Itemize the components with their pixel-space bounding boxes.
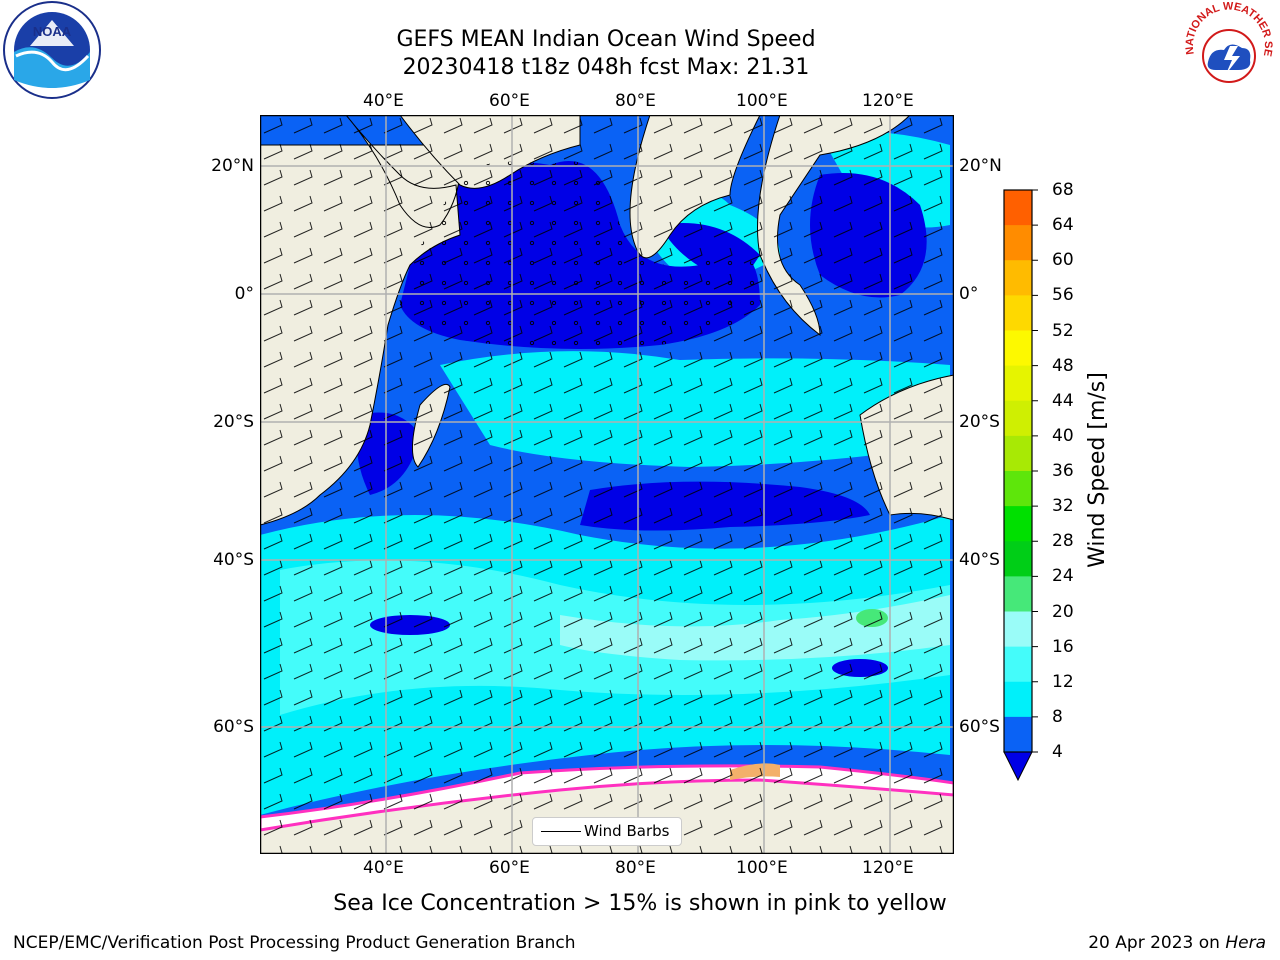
colorbar-tick-label: 16 xyxy=(1052,636,1074,657)
lat-label-right-20n: 20°N xyxy=(959,156,1002,176)
colorbar-segment xyxy=(1004,576,1032,612)
colorbar-segment xyxy=(1004,716,1032,753)
colorbar-tick-label: 60 xyxy=(1052,250,1074,271)
lon-label-bottom-40e: 40°E xyxy=(363,858,404,878)
colorbar-segment xyxy=(1004,435,1032,472)
footer-branch: NCEP/EMC/Verification Post Processing Pr… xyxy=(13,933,576,953)
lat-label-right-0: 0° xyxy=(959,284,979,304)
sea-ice-caption: Sea Ice Concentration > 15% is shown in … xyxy=(333,891,947,916)
lat-label-left-0: 0° xyxy=(234,284,254,304)
colorbar-segment xyxy=(1004,646,1032,683)
lat-label-left-20s: 20°S xyxy=(213,412,254,432)
colorbar-segment xyxy=(1004,225,1032,261)
colorbar-tick-label: 20 xyxy=(1052,601,1074,622)
colorbar-tick-label: 28 xyxy=(1052,531,1074,552)
colorbar-tick-label: 52 xyxy=(1052,320,1074,341)
lon-label-bottom-120e: 120°E xyxy=(862,858,914,878)
colorbar-extend-triangle xyxy=(1003,751,1033,782)
lat-label-left-40s: 40°S xyxy=(213,550,254,570)
colorbar-tick-label: 48 xyxy=(1052,355,1074,376)
colorbar-segment xyxy=(1004,260,1032,296)
colorbar-segment xyxy=(1004,190,1032,226)
colorbar-segment xyxy=(1004,400,1032,437)
colorbar-tick-label: 64 xyxy=(1052,215,1074,236)
wind-speed-map xyxy=(260,115,954,854)
legend-line-swatch xyxy=(541,831,581,832)
lon-label-bottom-100e: 100°E xyxy=(736,858,788,878)
legend-label: Wind Barbs xyxy=(584,822,670,840)
colorbar-segment xyxy=(1004,611,1032,648)
lon-label-top-100e: 100°E xyxy=(736,91,788,111)
lat-label-left-60s: 60°S xyxy=(213,717,254,737)
colorbar-tick-label: 40 xyxy=(1052,425,1074,446)
colorbar-segment xyxy=(1004,681,1032,718)
colorbar-label: Wind Speed [m/s] xyxy=(1085,372,1110,568)
colorbar-tick-label: 8 xyxy=(1052,706,1063,727)
colorbar-tick-label: 36 xyxy=(1052,461,1074,481)
lat-label-right-60s: 60°S xyxy=(959,717,1000,737)
colorbar-tick-label: 56 xyxy=(1052,285,1074,306)
colorbar-segment xyxy=(1004,471,1032,507)
footer-date-text: 20 Apr 2023 on xyxy=(1088,933,1226,953)
lon-label-bottom-60e: 60°E xyxy=(489,858,530,878)
noaa-logo: NOAA xyxy=(3,1,101,99)
colorbar-segment xyxy=(1004,330,1032,367)
colorbar-tick-label: 24 xyxy=(1052,566,1074,587)
map-legend: Wind Barbs xyxy=(532,817,682,846)
colorbar-segment xyxy=(1004,295,1032,331)
colorbar-segment xyxy=(1004,365,1032,402)
colorbar-tick-label: 68 xyxy=(1052,180,1074,200)
map-title-line2: 20230418 t18z 048h fcst Max: 21.31 xyxy=(402,55,810,80)
graticule xyxy=(260,115,954,854)
colorbar-tick-label: 4 xyxy=(1052,742,1063,762)
lat-label-right-40s: 40°S xyxy=(959,550,1000,570)
colorbar-tick-label: 12 xyxy=(1052,671,1074,692)
lat-label-right-20s: 20°S xyxy=(959,412,1000,432)
lon-label-top-60e: 60°E xyxy=(489,91,530,111)
colorbar-tick-labels: 4 8 12 16 20 24 28 32 36 40 44 48 52 56 60 64 68 xyxy=(1040,0,1090,960)
colorbar-segment xyxy=(1004,506,1032,542)
colorbar-tick-label: 44 xyxy=(1052,390,1074,411)
nws-logo: NATIONAL WEATHER SERVICE xyxy=(1178,2,1275,98)
noaa-logo-text: NOAA xyxy=(33,24,72,39)
map-title-line1: GEFS MEAN Indian Ocean Wind Speed xyxy=(396,27,816,52)
colorbar-segment xyxy=(1004,541,1032,577)
footer-date: 20 Apr 2023 on Hera xyxy=(1088,933,1266,953)
lon-label-bottom-80e: 80°E xyxy=(615,858,656,878)
lon-label-top-40e: 40°E xyxy=(363,91,404,111)
colorbar xyxy=(1003,189,1038,782)
lon-label-top-120e: 120°E xyxy=(862,91,914,111)
colorbar-tick-label: 32 xyxy=(1052,496,1074,517)
footer-host: Hera xyxy=(1225,933,1266,953)
lat-label-left-20n: 20°N xyxy=(211,156,254,176)
lon-label-top-80e: 80°E xyxy=(615,91,656,111)
